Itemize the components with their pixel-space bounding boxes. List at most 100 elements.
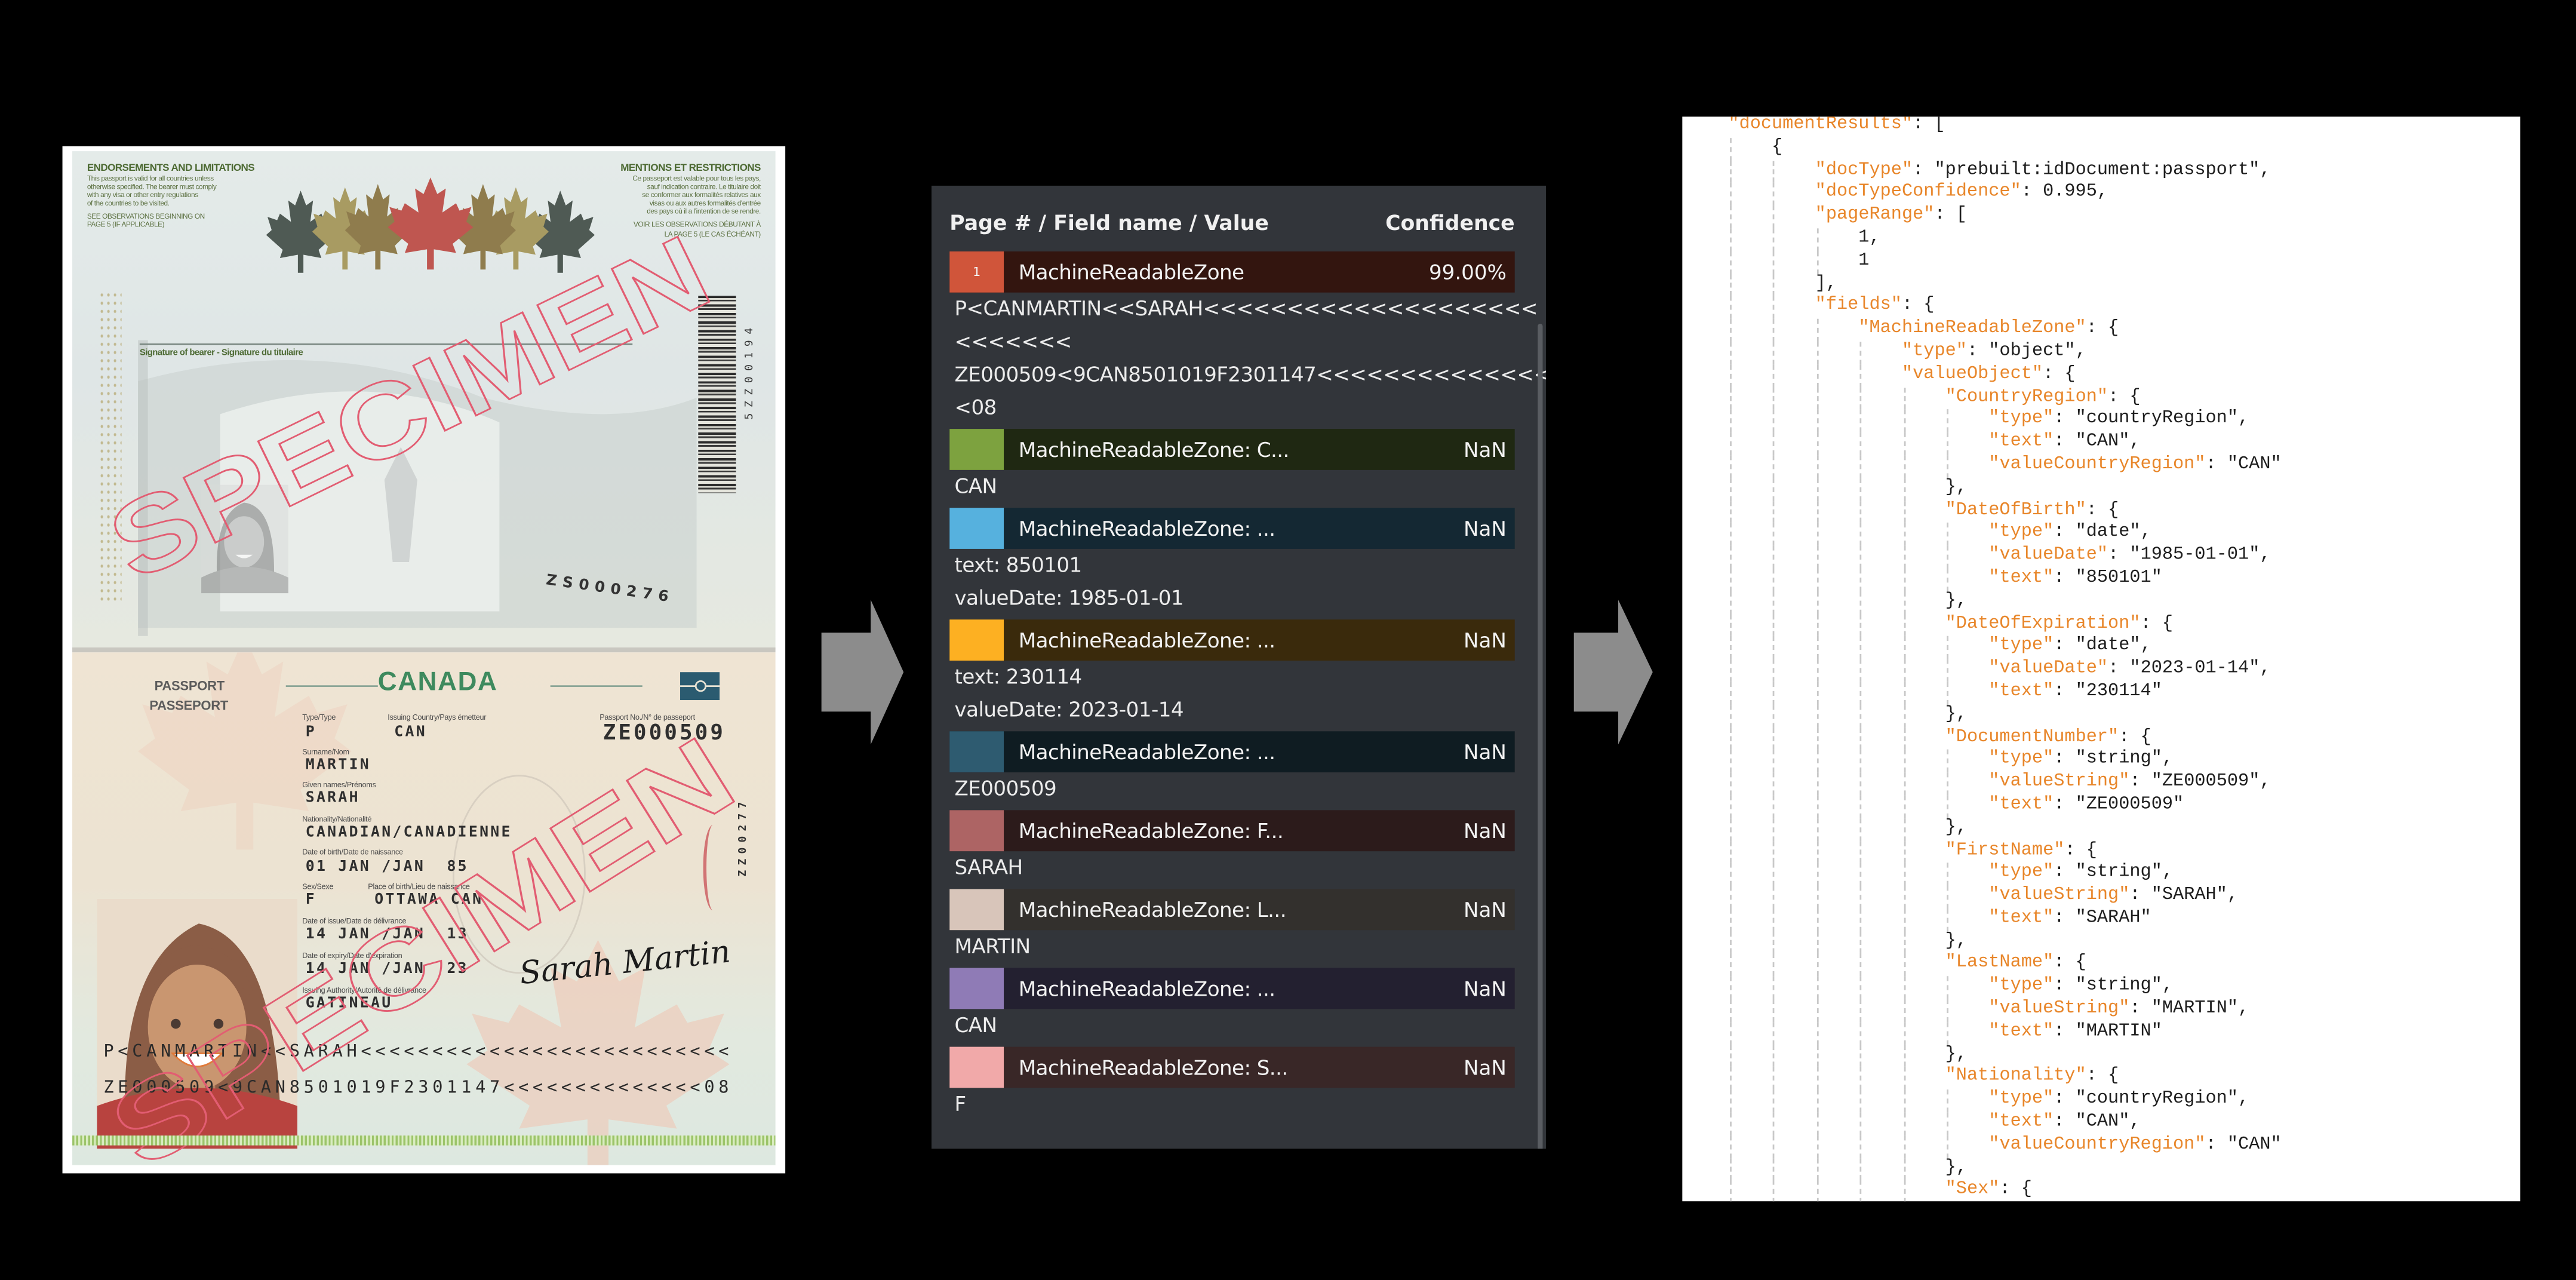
indent-guide [1773, 523, 1775, 546]
field-row[interactable]: MachineReadableZone: ... NaN [949, 731, 1515, 773]
field-row[interactable]: MachineReadableZone: C... NaN [949, 429, 1515, 470]
field-row[interactable]: MachineReadableZone: F... NaN [949, 810, 1515, 852]
indent-guide [1816, 1021, 1819, 1045]
indent-guide [1730, 908, 1732, 932]
indent-guide [1859, 999, 1862, 1022]
signature-line [139, 343, 633, 345]
indent-guide [1859, 1180, 1862, 1202]
passport-data-page: PASSPORT PASSEPORT CANADA T [72, 652, 776, 1165]
indent-guide [1816, 364, 1819, 388]
indent-guide [1816, 387, 1819, 410]
indent-guide [1903, 840, 1905, 864]
json-value: }, [1728, 477, 1967, 498]
json-value: : "CAN", [2054, 1112, 2141, 1132]
json-line: }, [1682, 1158, 2520, 1181]
indent-guide [1773, 568, 1775, 591]
field-color-swatch [949, 429, 1004, 470]
indent-guide [1773, 863, 1775, 886]
field-color-swatch: 1 [949, 251, 1004, 293]
mentions-note: LA PAGE 5 (LE CAS ÉCHÉANT) [664, 229, 761, 238]
field-confidence: NaN [1464, 1055, 1507, 1080]
indent-guide [1730, 545, 1732, 569]
nationality-label: Nationality/Nationalité [302, 815, 372, 824]
nationality-value: CANADIAN/CANADIENNE [305, 825, 512, 842]
indent-guide [1773, 410, 1775, 433]
indent-guide [1730, 750, 1732, 773]
json-value: : "MARTIN" [2054, 1021, 2162, 1042]
json-value: : { [2064, 840, 2097, 861]
indent-guide [1859, 750, 1862, 773]
json-value: }, [1728, 931, 1967, 951]
json-line: }, [1682, 1044, 2520, 1067]
indent-guide [1730, 613, 1732, 637]
json-line: "valueCountryRegion": "CAN" [1682, 455, 2520, 478]
fields-panel: Page # / Field name / Value Confidence 1… [931, 185, 1546, 1149]
json-key: "text" [1988, 682, 2054, 702]
json-line: "type": "countryRegion", [1682, 1089, 2520, 1113]
field-row[interactable]: MachineReadableZone: S... NaN [949, 1046, 1515, 1088]
json-line: "text": "230114" [1682, 682, 2520, 705]
indent-guide [1773, 886, 1775, 909]
indent-guide [1947, 977, 1949, 1000]
field-row[interactable]: 1 MachineReadableZone 99.00% [949, 251, 1515, 293]
indent-guide [1773, 251, 1775, 274]
issuing-country-value: CAN [394, 725, 427, 741]
indent-guide [1730, 772, 1732, 796]
indent-guide [1903, 795, 1905, 818]
field-name: MachineReadableZone: ... [1018, 976, 1275, 1001]
indent-guide [1903, 772, 1905, 796]
indent-guide [1816, 477, 1819, 501]
indent-guide [1859, 795, 1862, 818]
indent-guide [1903, 863, 1905, 886]
indent-guide [1816, 727, 1819, 750]
field-name: MachineReadableZone: S... [1018, 1055, 1288, 1080]
indent-guide [1947, 999, 1949, 1022]
field-row[interactable]: MachineReadableZone: ... NaN [949, 968, 1515, 1009]
indent-guide [1816, 795, 1819, 818]
header-field-name: Page # / Field name / Value [949, 210, 1269, 235]
pob-value: OTTAWA CAN [374, 892, 484, 909]
expiry-date-value: 14 JAN /JAN 23 [305, 961, 469, 978]
indent-guide [1903, 1089, 1905, 1113]
indent-guide [1903, 387, 1905, 410]
field-row[interactable]: MachineReadableZone: L... NaN [949, 889, 1515, 931]
dob-label: Date of birth/Date de naissance [302, 848, 403, 857]
indent-guide [1773, 1021, 1775, 1045]
field-row[interactable]: MachineReadableZone: ... NaN [949, 619, 1515, 661]
field-name: MachineReadableZone [1018, 259, 1244, 284]
indent-guide [1730, 477, 1732, 501]
json-value: 1, [1728, 228, 1880, 248]
indent-guide [1773, 387, 1775, 410]
field-color-swatch [949, 1046, 1004, 1088]
indent-guide [1773, 840, 1775, 864]
json-key: "type" [1988, 636, 2054, 656]
indent-guide [1816, 568, 1819, 591]
indent-guide [1773, 455, 1775, 478]
indent-guide [1903, 908, 1905, 932]
json-line: "type": "string", [1682, 750, 2520, 773]
indent-guide [1730, 977, 1732, 1000]
indent-guide [1730, 636, 1732, 659]
endorsements-note: PAGE 5 (IF APPLICABLE) [87, 220, 165, 229]
json-line: "text": "SARAH" [1682, 908, 2520, 932]
indent-guide [1903, 1135, 1905, 1158]
json-key: "Nationality" [1945, 1067, 2086, 1087]
barcode [698, 296, 736, 493]
passport-gutter [72, 647, 776, 653]
indent-guide [1773, 682, 1775, 705]
indent-guide [1859, 432, 1862, 455]
field-confidence: NaN [1464, 976, 1507, 1001]
json-value: : { [2086, 500, 2119, 520]
indent-guide [1730, 568, 1732, 591]
field-row[interactable]: MachineReadableZone: ... NaN [949, 508, 1515, 549]
json-value: : "MARTIN", [2129, 999, 2249, 1020]
indent-guide [1730, 704, 1732, 728]
json-key: "pageRange" [1815, 205, 1935, 226]
indent-guide [1730, 1067, 1732, 1090]
scrollbar[interactable] [1538, 324, 1543, 1149]
mentions-title: MENTIONS ET RESTRICTIONS [620, 162, 761, 174]
endorsements-line: This passport is valid for all countries… [87, 174, 214, 183]
indent-guide [1730, 727, 1732, 750]
json-value: : "230114" [2054, 682, 2162, 702]
field-confidence: NaN [1464, 818, 1507, 843]
